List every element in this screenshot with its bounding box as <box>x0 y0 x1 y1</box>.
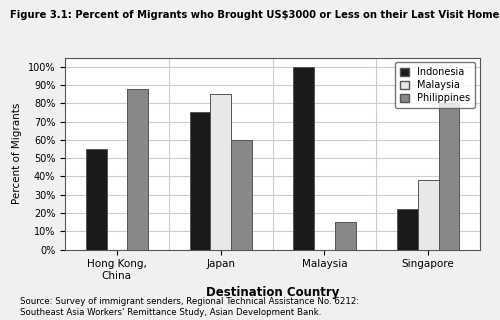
Bar <box>210 94 231 250</box>
X-axis label: Destination Country: Destination Country <box>206 286 339 300</box>
Bar <box>86 149 106 250</box>
Bar <box>335 222 355 250</box>
Bar <box>397 209 418 250</box>
Text: Figure 3.1: Percent of Migrants who Brought US$3000 or Less on their Last Visit : Figure 3.1: Percent of Migrants who Brou… <box>10 10 500 20</box>
Bar <box>127 89 148 250</box>
Legend: Indonesia, Malaysia, Philippines: Indonesia, Malaysia, Philippines <box>395 62 475 108</box>
Bar <box>418 180 438 250</box>
Text: Source: Survey of immigrant senders, Regional Technical Assistance No. 6212:
Sou: Source: Survey of immigrant senders, Reg… <box>20 297 359 317</box>
Bar <box>190 112 210 250</box>
Y-axis label: Percent of Migrants: Percent of Migrants <box>12 103 22 204</box>
Bar <box>438 103 459 250</box>
Bar <box>231 140 252 250</box>
Bar <box>293 67 314 250</box>
